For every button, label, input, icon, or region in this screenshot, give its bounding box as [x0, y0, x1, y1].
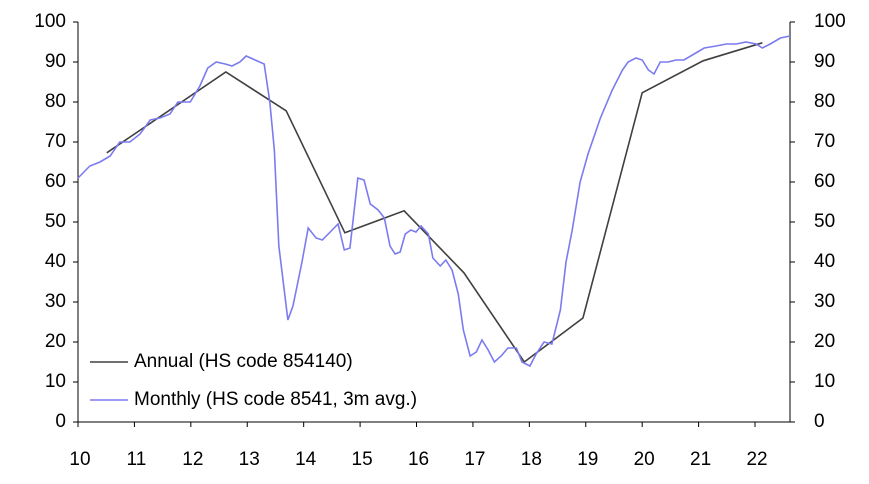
y-tick-label: 70 — [45, 131, 66, 152]
y-tick-label: 90 — [45, 51, 66, 72]
x-tick-label: 14 — [295, 449, 317, 470]
x-tick-label: 10 — [69, 449, 90, 470]
y2-tick-label: 10 — [814, 371, 835, 392]
y-tick-label: 0 — [55, 411, 66, 432]
x-tick-label: 16 — [408, 449, 429, 470]
x-tick-label: 18 — [521, 449, 542, 470]
y2-tick-label: 100 — [814, 11, 846, 32]
y2-tick-label: 40 — [814, 251, 835, 272]
series-line — [77, 35, 791, 368]
y-tick-label: 40 — [45, 251, 66, 272]
x-tick-label: 19 — [577, 449, 598, 470]
y-tick-label: 100 — [34, 11, 66, 32]
x-tick-label: 22 — [746, 449, 767, 470]
y-tick-label: 60 — [45, 171, 66, 192]
legend-label: Monthly (HS code 8541, 3m avg.) — [134, 389, 417, 410]
x-tick-label: 20 — [634, 449, 655, 470]
y2-tick-label: 50 — [814, 211, 835, 232]
y2-tick-label: 20 — [814, 331, 835, 352]
y2-tick-label: 80 — [814, 91, 835, 112]
x-tick-label: 11 — [127, 449, 147, 470]
x-tick-label: 13 — [239, 449, 260, 470]
y-tick-label: 80 — [45, 91, 66, 112]
series-line — [106, 42, 763, 364]
legend-label: Annual (HS code 854140) — [134, 351, 353, 372]
y2-tick-label: 0 — [814, 411, 825, 432]
x-tick-label: 21 — [690, 449, 711, 470]
y-tick-label: 10 — [45, 371, 66, 392]
y2-tick-label: 30 — [814, 291, 835, 312]
x-tick-label: 17 — [464, 449, 485, 470]
y2-tick-label: 60 — [814, 171, 835, 192]
y-tick-label: 20 — [45, 331, 66, 352]
y-tick-label: 50 — [45, 211, 66, 232]
y2-tick-label: 70 — [814, 131, 835, 152]
x-tick-label: 12 — [182, 449, 203, 470]
y2-tick-label: 90 — [814, 51, 835, 72]
x-tick-label: 15 — [352, 449, 373, 470]
y-tick-label: 30 — [45, 291, 66, 312]
